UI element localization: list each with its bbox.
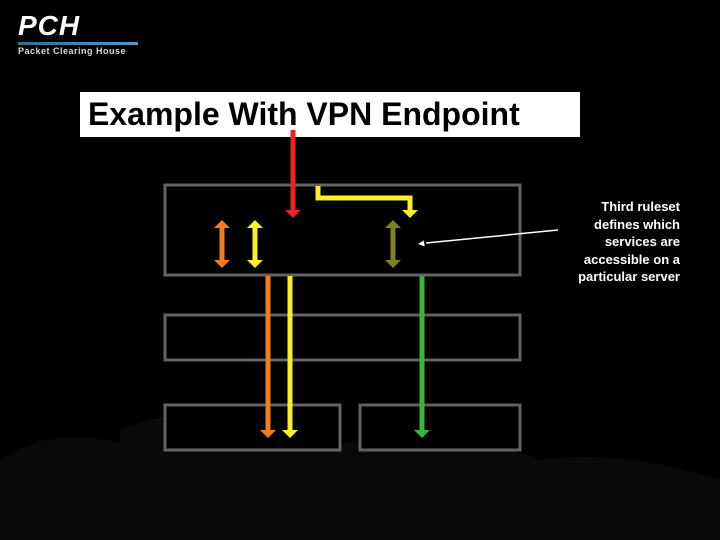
slide-title: Example With VPN Endpoint bbox=[80, 92, 580, 137]
logo-bar bbox=[18, 42, 138, 45]
top-box bbox=[165, 185, 520, 275]
annotation-text: Third ruleset defines which services are… bbox=[560, 198, 680, 286]
logo-sub-text: Packet Clearing House bbox=[18, 46, 138, 56]
logo-main-text: PCH bbox=[18, 12, 138, 40]
background-silhouette bbox=[0, 360, 720, 540]
logo: PCH Packet Clearing House bbox=[18, 12, 138, 56]
middle-box bbox=[165, 315, 520, 360]
